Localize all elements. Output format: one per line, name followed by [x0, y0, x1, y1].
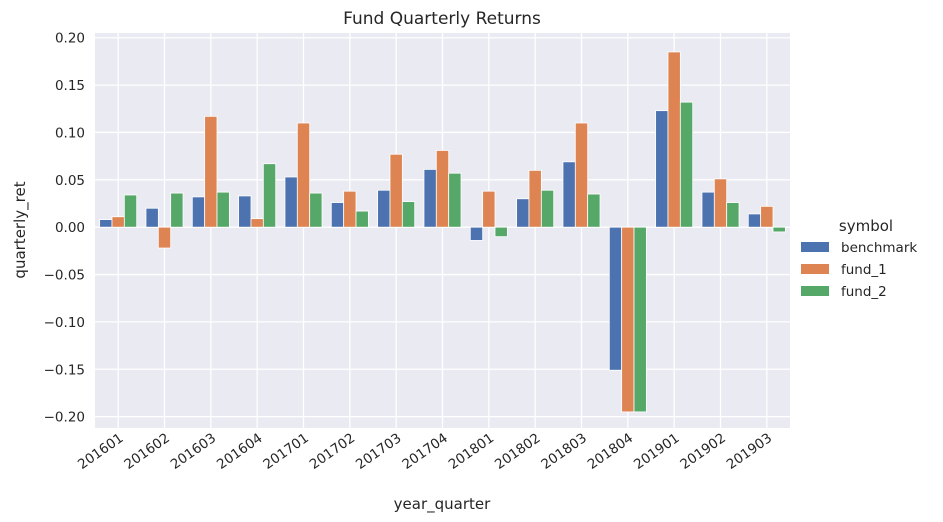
- bar-benchmark-201603: [191, 196, 206, 228]
- bar-fund_1-201902: [713, 178, 728, 228]
- x-axis-ticks: 2016012016022016032016042017012017022017…: [75, 430, 775, 473]
- y-tick-label: −0.10: [44, 315, 85, 331]
- x-tick-label: 201804: [585, 430, 636, 473]
- bar-fund_2-201702: [355, 210, 369, 228]
- bar-fund_2-201601: [123, 194, 138, 228]
- y-tick-label: 0.10: [55, 125, 85, 141]
- bar-fund_1-201704: [435, 150, 450, 228]
- legend-label-benchmark: benchmark: [841, 240, 917, 256]
- bar-fund_1-201901: [667, 51, 681, 228]
- y-tick-label: 0.15: [55, 78, 85, 94]
- x-tick-label: 201603: [168, 430, 219, 473]
- bar-fund_1-201603: [204, 115, 218, 228]
- legend: symbol benchmark fund_1 fund_2: [801, 217, 917, 300]
- legend-label-fund_1: fund_1: [841, 262, 887, 278]
- y-tick-label: −0.05: [44, 268, 85, 284]
- legend-swatch-fund_2: [801, 286, 829, 296]
- legend-label-fund_2: fund_2: [841, 284, 887, 300]
- bar-fund_1-201903: [760, 205, 774, 228]
- bar-benchmark-201903: [747, 213, 762, 228]
- x-tick-label: 201702: [307, 430, 358, 473]
- bar-fund_2-201804: [633, 226, 647, 413]
- bar-fund_2-201602: [170, 192, 184, 228]
- y-tick-label: 0.20: [55, 31, 85, 47]
- x-tick-label: 201602: [121, 430, 172, 473]
- bar-benchmark-201902: [701, 191, 715, 228]
- x-tick-label: 201601: [75, 430, 126, 473]
- bar-benchmark-201701: [284, 176, 298, 228]
- bar-benchmark-201601: [99, 219, 113, 228]
- bar-fund_2-201701: [309, 192, 323, 228]
- bar-fund_1-201703: [389, 153, 403, 228]
- bar-fund_2-201802: [540, 189, 555, 228]
- bar-fund_1-201801: [482, 190, 496, 228]
- legend-swatch-fund_1: [801, 264, 829, 274]
- bar-fund_1-201601: [111, 216, 125, 228]
- x-tick-label: 201604: [214, 430, 265, 473]
- bars: [99, 51, 786, 413]
- x-tick-label: 201701: [260, 430, 311, 473]
- x-axis-label: year_quarter: [394, 495, 491, 514]
- bar-fund_1-201803: [574, 122, 589, 228]
- x-tick-label: 201704: [399, 430, 450, 473]
- legend-title: symbol: [839, 217, 893, 235]
- bar-fund_1-201701: [296, 122, 311, 228]
- bar-fund_2-201801: [494, 226, 508, 238]
- bar-fund_2-201903: [772, 226, 786, 233]
- bar-fund_2-201901: [679, 101, 694, 228]
- bar-benchmark-201803: [562, 161, 576, 228]
- y-axis-label: quarterly_ret: [11, 181, 30, 278]
- y-tick-label: 0.05: [55, 173, 85, 189]
- bar-fund_1-201604: [250, 218, 264, 228]
- x-tick-label: 201801: [446, 430, 497, 473]
- bar-fund_1-201702: [343, 190, 357, 228]
- bar-benchmark-201802: [516, 198, 530, 228]
- bar-fund_2-201603: [216, 191, 230, 228]
- bar-fund_2-201604: [262, 163, 277, 228]
- x-tick-label: 201803: [538, 430, 589, 473]
- bar-benchmark-201804: [608, 226, 623, 371]
- bar-benchmark-201703: [377, 189, 391, 228]
- x-tick-label: 201902: [677, 430, 728, 473]
- bar-fund_2-201703: [401, 201, 416, 228]
- chart-title: Fund Quarterly Returns: [343, 9, 541, 29]
- bar-benchmark-201702: [330, 202, 345, 228]
- bar-fund_2-201704: [448, 172, 462, 228]
- y-tick-label: −0.20: [44, 410, 85, 426]
- bar-fund_2-201803: [587, 193, 601, 228]
- y-tick-label: −0.15: [44, 362, 85, 378]
- x-tick-label: 201901: [631, 430, 682, 473]
- bar-benchmark-201602: [145, 207, 159, 228]
- bar-fund_1-201804: [621, 226, 635, 413]
- bar-fund_1-201802: [528, 169, 542, 228]
- bar-benchmark-201704: [423, 169, 437, 228]
- bar-fund_2-201902: [726, 202, 740, 228]
- y-axis-ticks: 0.20 0.15 0.10 0.05 0.00 −0.05 −0.10 −0.15 −0.20: [44, 31, 85, 426]
- bar-fund_1-201602: [157, 226, 172, 249]
- bar-benchmark-201801: [469, 226, 484, 241]
- x-tick-label: 201703: [353, 430, 404, 473]
- legend-swatch-benchmark: [801, 242, 829, 252]
- x-tick-label: 201903: [724, 430, 775, 473]
- bar-benchmark-201901: [655, 110, 669, 228]
- bar-benchmark-201604: [238, 195, 252, 228]
- x-tick-label: 201802: [492, 430, 543, 473]
- y-tick-label: 0.00: [55, 220, 85, 236]
